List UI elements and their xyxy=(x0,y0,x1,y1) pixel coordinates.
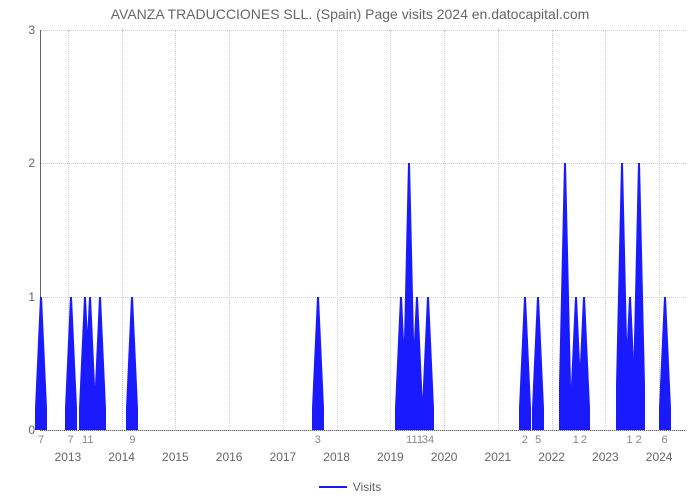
data-spike xyxy=(411,297,423,430)
xtick-year-label: 2014 xyxy=(108,450,135,464)
legend-label: Visits xyxy=(353,480,381,494)
data-spike xyxy=(84,297,96,430)
data-spike xyxy=(35,297,47,430)
spike-value-label: 1 xyxy=(87,434,93,446)
xtick-year-label: 2022 xyxy=(538,450,565,464)
spike-value-label: 7 xyxy=(68,434,74,446)
gridline-v xyxy=(122,30,123,430)
data-spike xyxy=(519,297,531,430)
spike-value-label: 2 xyxy=(581,434,587,446)
spike-value-label: 3 xyxy=(315,434,321,446)
gridline-v xyxy=(283,30,284,430)
data-spike xyxy=(532,297,544,430)
gridline-v xyxy=(498,30,499,430)
xtick-year-label: 2020 xyxy=(431,450,458,464)
data-spike xyxy=(578,297,590,430)
gridline-v xyxy=(229,30,230,430)
gridline-h xyxy=(41,30,686,31)
spike-value-label: 5 xyxy=(535,434,541,446)
xtick-year-label: 2021 xyxy=(485,450,512,464)
xtick-year-label: 2016 xyxy=(216,450,243,464)
gridline-v xyxy=(175,30,176,430)
data-spike xyxy=(659,297,671,430)
data-spike xyxy=(79,297,91,430)
spike-value-label: 2 xyxy=(636,434,642,446)
gridline-v xyxy=(605,30,606,430)
spike-value-label: 9 xyxy=(129,434,135,446)
gridline-h xyxy=(41,430,686,431)
spike-value-label: 1 xyxy=(627,434,633,446)
spike-value-label: 7 xyxy=(38,434,44,446)
gridline-v xyxy=(444,30,445,430)
xtick-year-label: 2024 xyxy=(646,450,673,464)
data-spike xyxy=(65,297,77,430)
data-spike xyxy=(624,297,636,430)
ytick-label: 2 xyxy=(28,156,35,170)
spike-value-label: 2 xyxy=(522,434,528,446)
data-spike xyxy=(312,297,324,430)
data-spike xyxy=(570,297,582,430)
spike-value-label: 1 xyxy=(573,434,579,446)
spike-value-label: 6 xyxy=(661,434,667,446)
xtick-year-label: 2013 xyxy=(55,450,82,464)
xtick-year-label: 2015 xyxy=(162,450,189,464)
gridline-v xyxy=(390,30,391,430)
legend-swatch xyxy=(319,486,347,488)
ytick-label: 0 xyxy=(28,423,35,437)
ytick-label: 3 xyxy=(28,23,35,37)
gridline-v xyxy=(68,30,69,430)
gridline-v xyxy=(552,30,553,430)
plot-area: 0123201320142015201620172018201920202021… xyxy=(40,30,686,431)
data-spike xyxy=(126,297,138,430)
chart-container: AVANZA TRADUCCIONES SLL. (Spain) Page vi… xyxy=(0,0,700,500)
ytick-label: 1 xyxy=(28,290,35,304)
gridline-h xyxy=(41,297,686,298)
gridline-h xyxy=(41,163,686,164)
xtick-year-label: 2019 xyxy=(377,450,404,464)
data-spike xyxy=(94,297,106,430)
data-spike xyxy=(422,297,434,430)
xtick-year-label: 2017 xyxy=(270,450,297,464)
data-spike xyxy=(395,297,407,430)
legend: Visits xyxy=(0,480,700,494)
spike-value-label: 34 xyxy=(422,434,434,446)
gridline-v xyxy=(659,30,660,430)
xtick-year-label: 2023 xyxy=(592,450,619,464)
xtick-year-label: 2018 xyxy=(323,450,350,464)
gridline-v xyxy=(337,30,338,430)
chart-title: AVANZA TRADUCCIONES SLL. (Spain) Page vi… xyxy=(0,6,700,22)
